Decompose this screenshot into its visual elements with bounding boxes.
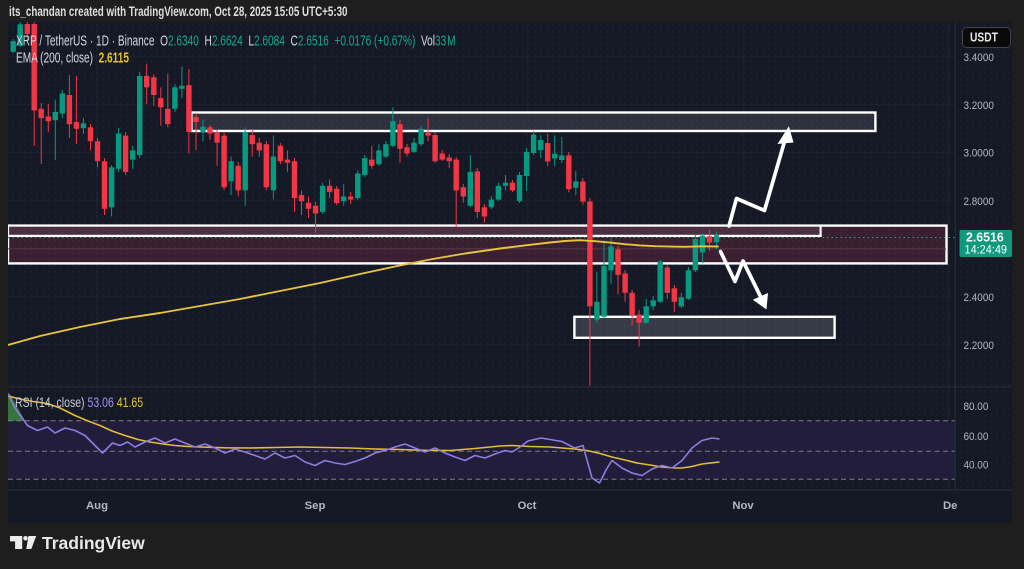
svg-text:De: De: [943, 500, 957, 512]
svg-text:USDT: USDT: [970, 32, 998, 45]
svg-text:Oct: Oct: [518, 500, 537, 512]
svg-text:Sep: Sep: [305, 500, 326, 512]
svg-text:RSI (14, close) 53.06 41.65: RSI (14, close) 53.06 41.65: [15, 395, 143, 411]
svg-text:XRP / TetherUS · 1D · Binance: XRP / TetherUS · 1D · Binance O2.6340 H2…: [16, 31, 456, 49]
svg-text:80.00: 80.00: [964, 400, 989, 413]
svg-text:40.00: 40.00: [964, 459, 989, 472]
svg-text:Nov: Nov: [732, 500, 754, 512]
svg-text:2.8000: 2.8000: [964, 195, 994, 208]
svg-text:2.4000: 2.4000: [964, 291, 994, 304]
svg-text:2.6516: 2.6516: [966, 230, 1004, 244]
svg-text:14:24:49: 14:24:49: [965, 244, 1007, 256]
svg-text:EMA (200, close) 2.6115: EMA (200, close) 2.6115: [16, 48, 129, 66]
svg-text:3.2000: 3.2000: [964, 99, 994, 112]
svg-text:3.4000: 3.4000: [964, 51, 994, 64]
svg-text:2.2000: 2.2000: [964, 339, 994, 352]
svg-text:60.00: 60.00: [964, 430, 989, 443]
svg-text:3.0000: 3.0000: [964, 147, 994, 160]
svg-text:Aug: Aug: [86, 500, 108, 512]
